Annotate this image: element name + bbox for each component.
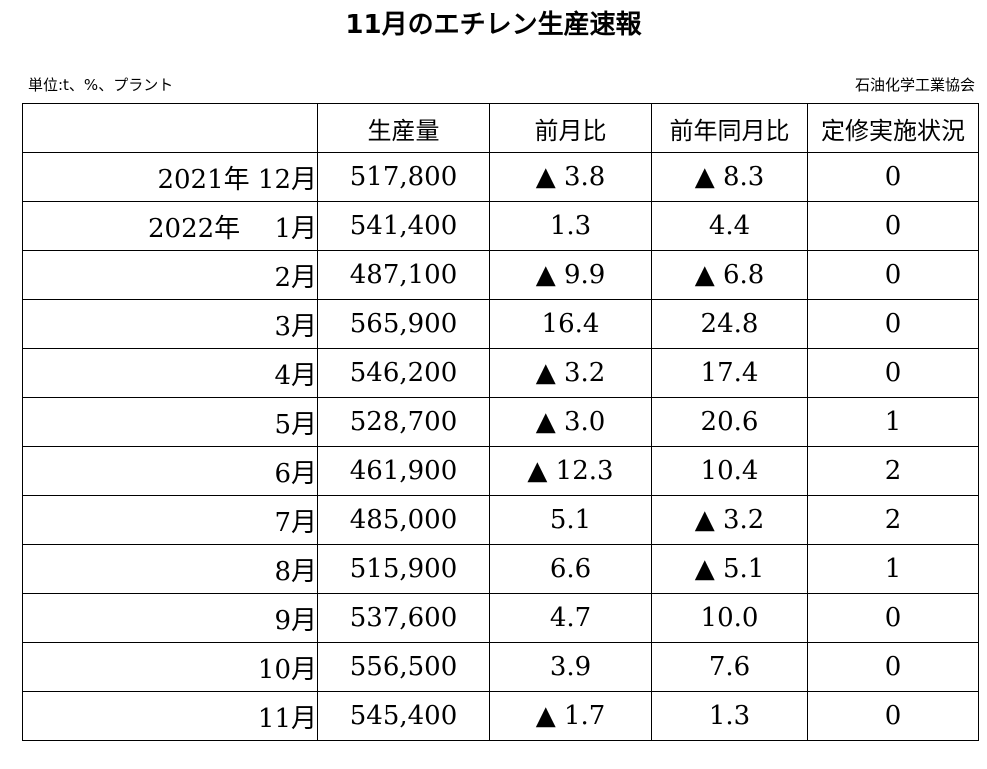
table-row: 6月 461,900 ▲ 12.3 10.4 2 — [22, 446, 979, 496]
ethylene-production-table: 生産量 前月比 前年同月比 定修実施状況 2021年 12月 517,800 ▲ 3… — [22, 103, 979, 741]
table-row: 10月 556,500 3.9 7.6 0 — [22, 642, 979, 692]
table-row: 8月 515,900 6.6 ▲ 5.1 1 — [22, 544, 979, 594]
mom-change-cell: 3.9 — [489, 642, 652, 692]
table-row: 4月 546,200 ▲ 3.2 17.4 0 — [22, 348, 979, 398]
table-row: 11月 545,400 ▲ 1.7 1.3 0 — [22, 691, 979, 741]
production-cell: 461,900 — [317, 446, 490, 496]
yoy-change-cell: ▲ 8.3 — [651, 152, 808, 202]
mom-change-cell: ▲ 9.9 — [489, 250, 652, 300]
shutdown-count-cell: 1 — [807, 544, 979, 594]
production-cell: 537,600 — [317, 593, 490, 643]
shutdown-count-cell: 0 — [807, 250, 979, 300]
period-cell: 6月 — [22, 446, 318, 496]
shutdown-count-cell: 0 — [807, 152, 979, 202]
yoy-change-cell: ▲ 3.2 — [651, 495, 808, 545]
column-header-production: 生産量 — [317, 103, 490, 153]
yoy-change-cell: 7.6 — [651, 642, 808, 692]
yoy-change-cell: ▲ 6.8 — [651, 250, 808, 300]
mom-change-cell: ▲ 3.0 — [489, 397, 652, 447]
period-cell: 2021年 12月 — [22, 152, 318, 202]
period-cell: 7月 — [22, 495, 318, 545]
period-cell: 9月 — [22, 593, 318, 643]
mom-change-cell: 4.7 — [489, 593, 652, 643]
production-cell: 528,700 — [317, 397, 490, 447]
production-cell: 485,000 — [317, 495, 490, 545]
unit-note: 単位:t、%、プラント — [28, 76, 174, 94]
yoy-change-cell: 24.8 — [651, 299, 808, 349]
table-row: 2月 487,100 ▲ 9.9 ▲ 6.8 0 — [22, 250, 979, 300]
production-cell: 556,500 — [317, 642, 490, 692]
table-row: 2021年 12月 517,800 ▲ 3.8 ▲ 8.3 0 — [22, 152, 979, 202]
column-header-period — [22, 103, 318, 153]
yoy-change-cell: 17.4 — [651, 348, 808, 398]
shutdown-count-cell: 0 — [807, 642, 979, 692]
production-cell: 546,200 — [317, 348, 490, 398]
mom-change-cell: 5.1 — [489, 495, 652, 545]
mom-change-cell: 6.6 — [489, 544, 652, 594]
yoy-change-cell: ▲ 5.1 — [651, 544, 808, 594]
mom-change-cell: ▲ 3.8 — [489, 152, 652, 202]
table-row: 3月 565,900 16.4 24.8 0 — [22, 299, 979, 349]
mom-change-cell: ▲ 3.2 — [489, 348, 652, 398]
column-header-mom: 前月比 — [489, 103, 652, 153]
yoy-change-cell: 20.6 — [651, 397, 808, 447]
period-cell: 4月 — [22, 348, 318, 398]
shutdown-count-cell: 0 — [807, 348, 979, 398]
page-title: 11月のエチレン生産速報 — [345, 10, 642, 40]
mom-change-cell: 1.3 — [489, 201, 652, 251]
table-row: 7月 485,000 5.1 ▲ 3.2 2 — [22, 495, 979, 545]
production-cell: 517,800 — [317, 152, 490, 202]
period-cell: 8月 — [22, 544, 318, 594]
source-label: 石油化学工業協会 — [854, 76, 975, 94]
period-cell: 5月 — [22, 397, 318, 447]
period-cell: 10月 — [22, 642, 318, 692]
yoy-change-cell: 10.0 — [651, 593, 808, 643]
table-body: 2021年 12月 517,800 ▲ 3.8 ▲ 8.3 0 2022年 1月 541,4… — [22, 152, 979, 741]
production-cell: 515,900 — [317, 544, 490, 594]
production-cell: 487,100 — [317, 250, 490, 300]
period-cell: 3月 — [22, 299, 318, 349]
mom-change-cell: 16.4 — [489, 299, 652, 349]
column-header-yoy: 前年同月比 — [651, 103, 808, 153]
yoy-change-cell: 10.4 — [651, 446, 808, 496]
yoy-change-cell: 1.3 — [651, 691, 808, 741]
shutdown-count-cell: 2 — [807, 446, 979, 496]
production-cell: 565,900 — [317, 299, 490, 349]
mom-change-cell: ▲ 12.3 — [489, 446, 652, 496]
mom-change-cell: ▲ 1.7 — [489, 691, 652, 741]
period-cell: 2月 — [22, 250, 318, 300]
production-cell: 541,400 — [317, 201, 490, 251]
header-row: 生産量 前月比 前年同月比 定修実施状況 — [22, 103, 979, 153]
production-cell: 545,400 — [317, 691, 490, 741]
table-row: 9月 537,600 4.7 10.0 0 — [22, 593, 979, 643]
period-cell: 2022年 1月 — [22, 201, 318, 251]
shutdown-count-cell: 0 — [807, 201, 979, 251]
table-row: 5月 528,700 ▲ 3.0 20.6 1 — [22, 397, 979, 447]
yoy-change-cell: 4.4 — [651, 201, 808, 251]
shutdown-count-cell: 2 — [807, 495, 979, 545]
shutdown-count-cell: 0 — [807, 593, 979, 643]
shutdown-count-cell: 0 — [807, 299, 979, 349]
period-cell: 11月 — [22, 691, 318, 741]
shutdown-count-cell: 0 — [807, 691, 979, 741]
column-header-shutdown: 定修実施状況 — [807, 103, 979, 153]
shutdown-count-cell: 1 — [807, 397, 979, 447]
table-row: 2022年 1月 541,400 1.3 4.4 0 — [22, 201, 979, 251]
